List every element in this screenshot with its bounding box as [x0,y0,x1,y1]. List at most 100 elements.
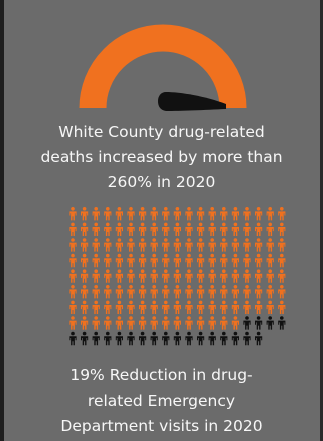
left-edge [0,0,4,441]
person-icon [69,269,77,283]
person-icon [185,269,193,283]
person-icon [127,207,135,221]
person-icon [150,300,158,314]
person-icon [150,316,158,330]
person-icon [220,207,228,221]
person-icon [185,285,193,299]
person-icon [81,253,89,268]
ed-stat-line: 19% Reduction in drug- [70,366,253,384]
person-icon [104,300,112,314]
person-icon [208,253,216,268]
person-icon [208,269,216,283]
person-icon [162,222,170,236]
person-icon [69,285,77,299]
person-icon [104,222,112,236]
person-icon [69,316,77,330]
person-icon [81,300,89,314]
person-icon [173,300,181,314]
person-icon [139,300,147,314]
person-icon [139,222,147,236]
person-icon [81,222,89,236]
person-icon [115,285,123,299]
person-icon [139,316,147,330]
person-icon [104,238,112,252]
person-icon [92,300,100,314]
person-icon [278,285,286,299]
person-icon [197,222,205,236]
person-icon [69,253,77,268]
person-icon [243,331,251,346]
person-icon [231,222,239,236]
person-icon [173,238,181,252]
person-icon [220,300,228,314]
person-icon [231,253,239,268]
person-icon [255,269,263,283]
person-icon [81,269,89,283]
person-icon [92,316,100,330]
person-icon [208,285,216,299]
person-icon [92,285,100,299]
person-icon [255,331,263,346]
person-icon [150,253,158,268]
person-icon [197,207,205,221]
person-icon [173,253,181,268]
person-icon [231,331,239,346]
person-icon [92,269,100,283]
person-icon [150,222,158,236]
person-icon [92,222,100,236]
person-icon [255,253,263,268]
person-icon [173,222,181,236]
person-icon [81,207,89,221]
person-icon [208,331,216,346]
person-icon [266,238,274,252]
person-icon [162,269,170,283]
person-icon [266,269,274,283]
person-icon [139,207,147,221]
person-icon [266,300,274,314]
person-icon [266,285,274,299]
person-icon [197,269,205,283]
person-icon [208,316,216,330]
person-icon [220,285,228,299]
person-icon [115,253,123,268]
person-icon [266,253,274,268]
person-icon [243,207,251,221]
person-icon [255,207,263,221]
person-icon [81,331,89,346]
person-icon [220,316,228,330]
person-icon [231,300,239,314]
person-icon [185,300,193,314]
person-icon [278,300,286,314]
ed-stat-line: related Emergency [87,391,236,410]
person-icon [220,238,228,252]
person-icon [185,222,193,236]
person-icon [278,207,286,221]
person-icon [139,238,147,252]
person-icon [162,300,170,314]
person-icon [104,253,112,268]
person-icon [162,331,170,346]
person-icon [278,238,286,252]
deaths-stat-caption: White County drug-related deaths increas… [0,120,323,195]
person-icon [208,207,216,221]
person-icon [255,300,263,314]
deaths-stat-line: White County drug-related [58,123,265,141]
person-icon [266,207,274,221]
person-icon [150,331,158,346]
person-icon [150,238,158,252]
person-icon [150,285,158,299]
person-icon [69,222,77,236]
person-icon [243,238,251,252]
person-icon [243,316,251,330]
person-icon [139,331,147,346]
person-icon [162,285,170,299]
person-icon [127,331,135,346]
person-icon [92,238,100,252]
person-icon [115,207,123,221]
person-icon [115,331,123,346]
person-icon [115,300,123,314]
person-icon [104,269,112,283]
person-icon [185,316,193,330]
person-icon [173,316,181,330]
right-edge [320,0,323,441]
